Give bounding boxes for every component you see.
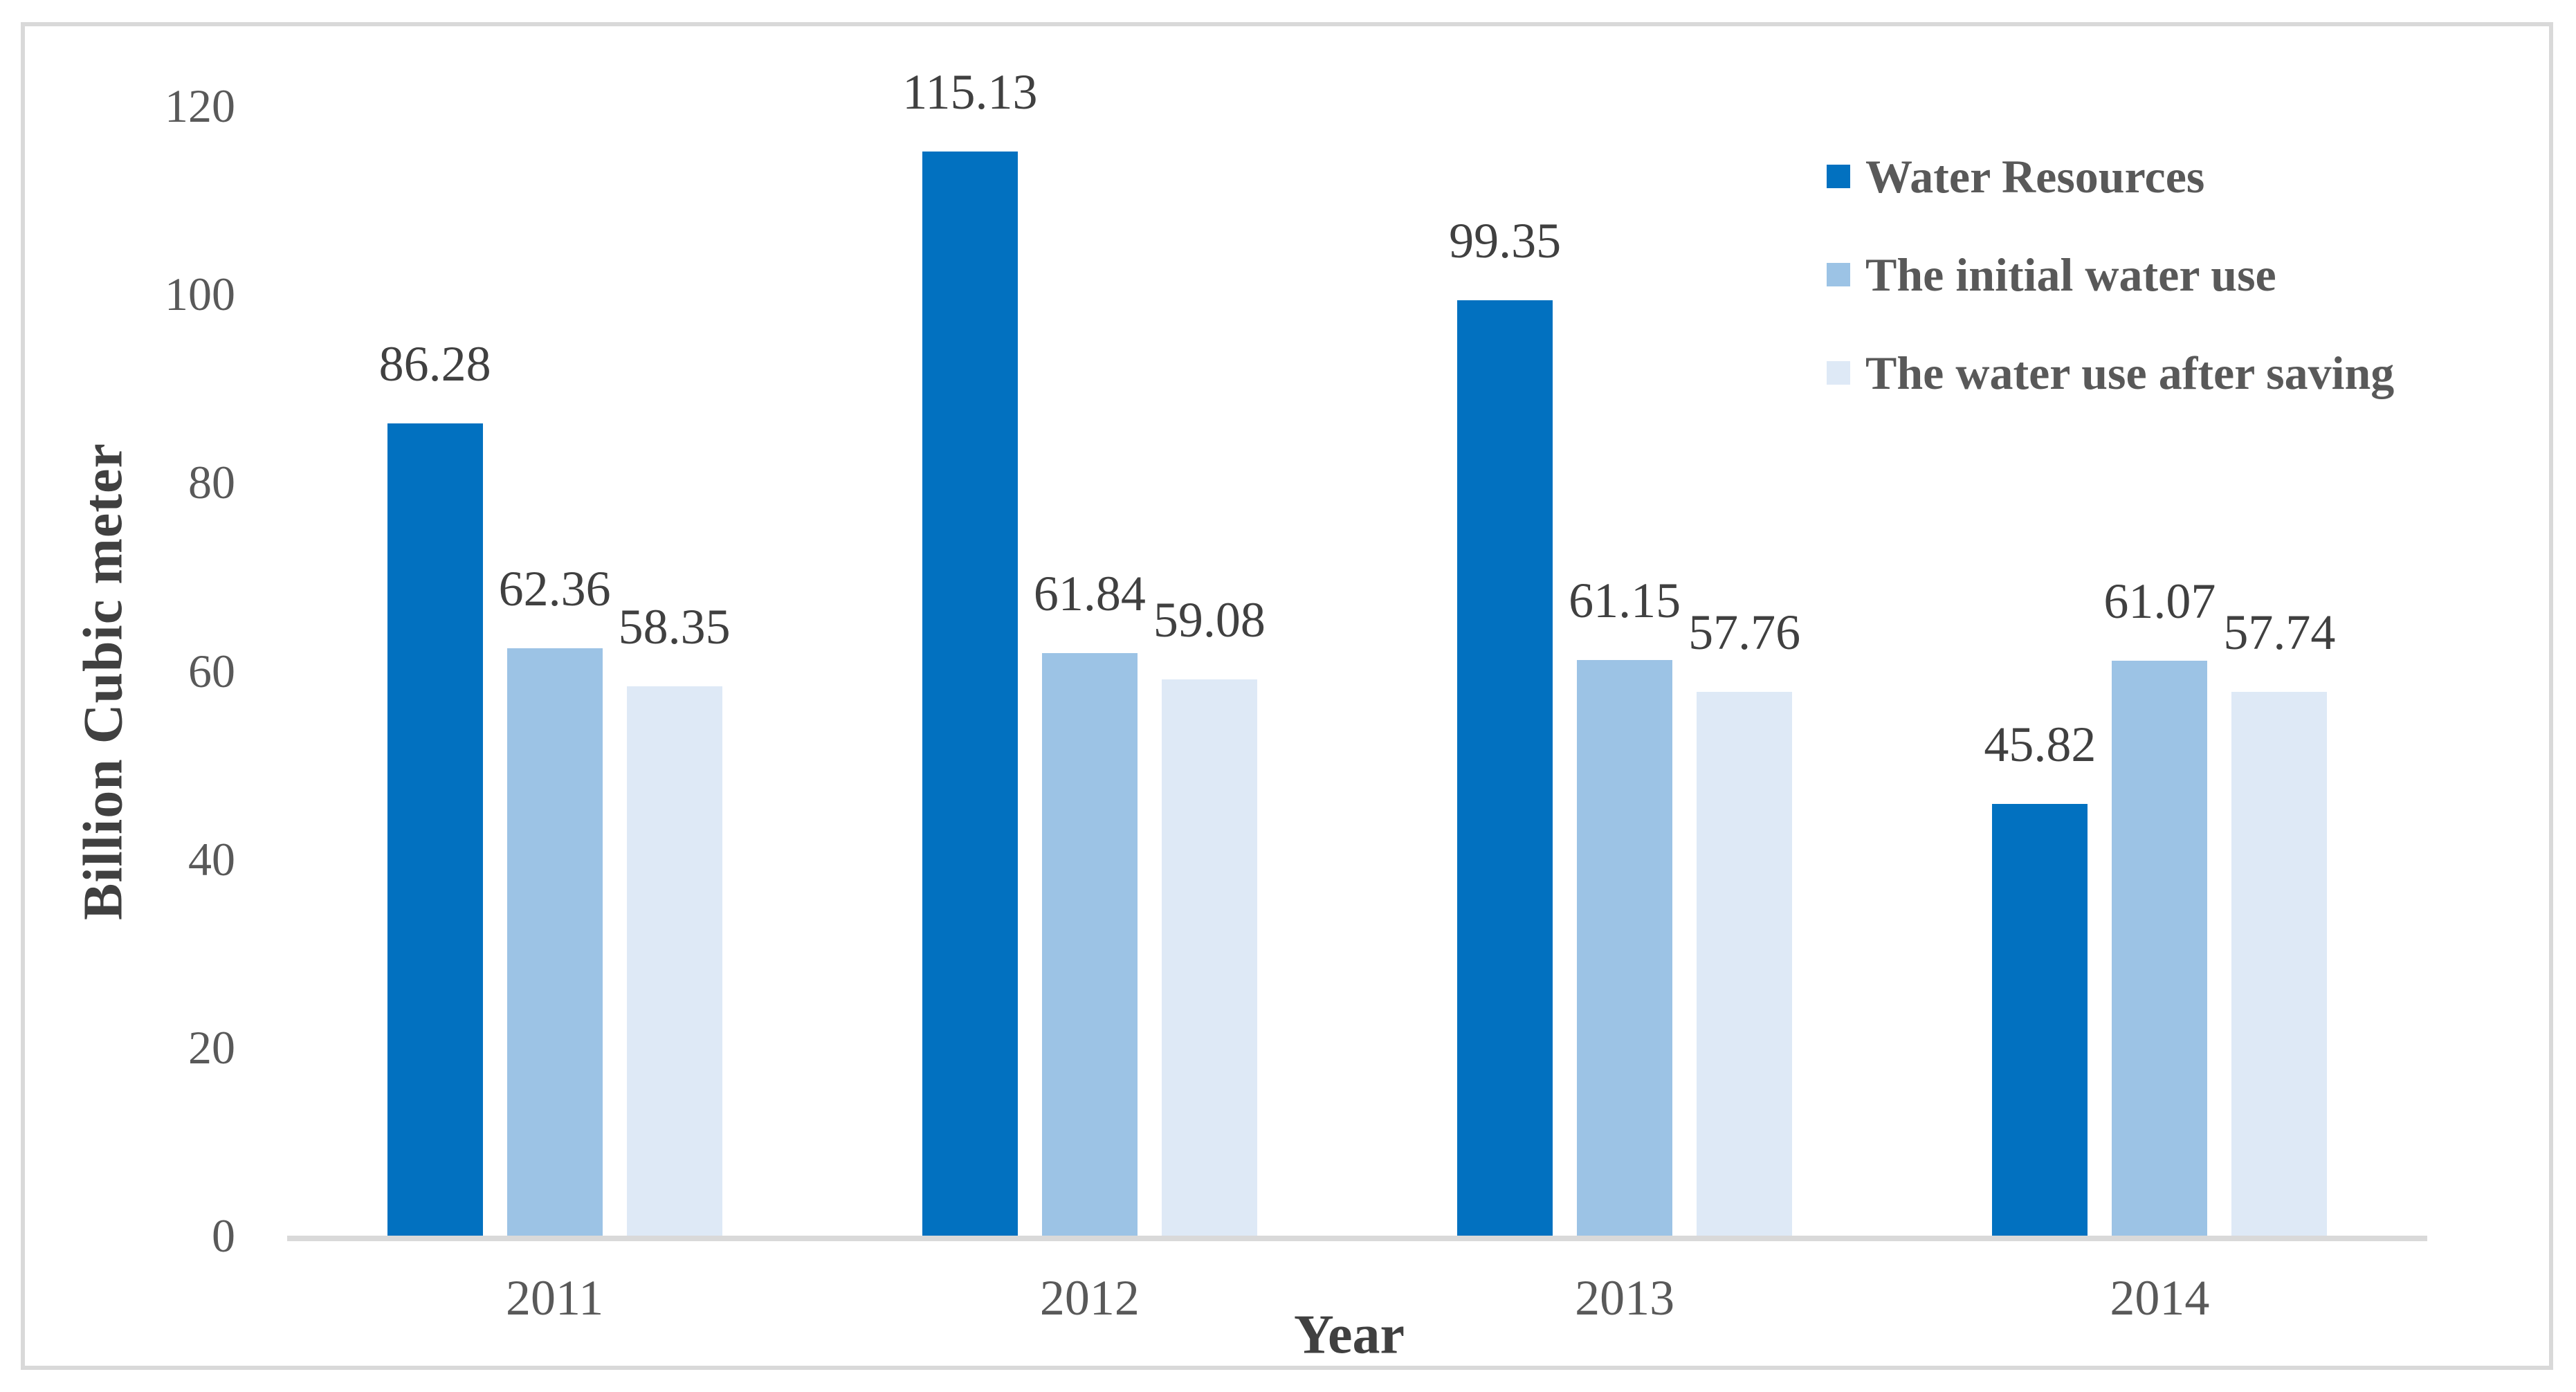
x-category-label: 2013 [1575,1270,1675,1326]
x-axis-line [287,1236,2427,1241]
value-label: 45.82 [1984,717,2097,773]
y-tick-label: 0 [212,1209,235,1262]
y-tick-label: 80 [188,456,235,509]
value-label: 61.07 [2103,573,2216,629]
legend-swatch-icon [1827,263,1850,286]
bar: 57.74 [2223,607,2335,1236]
x-category-label: 2011 [505,1270,604,1326]
bar: 61.07 [2103,576,2216,1236]
bar: 61.84 [1034,569,1146,1236]
y-axis-tick-labels: 0 20 40 60 80 100 120 [0,0,235,1392]
legend-label: Water Resources [1865,149,2205,203]
value-label: 58.35 [618,598,731,654]
value-label: 115.13 [902,64,1038,120]
legend: Water Resources The initial water use The … [1827,127,2394,422]
bar: 115.13 [902,67,1038,1236]
y-tick-label: 120 [165,80,235,132]
legend-label: The water use after saving [1865,346,2395,399]
legend-swatch-icon [1827,361,1850,385]
legend-item: The water use after saving [1827,324,2394,422]
x-category-label: 2012 [1039,1270,1140,1326]
bar: 58.35 [619,602,731,1236]
value-label: 99.35 [1449,213,1562,269]
bar: 62.36 [499,564,611,1236]
bar: 61.15 [1569,576,1681,1236]
y-tick-label: 100 [165,268,235,321]
value-label: 57.74 [2223,605,2336,661]
y-tick-label: 20 [188,1020,235,1074]
bar-group-2014: 45.82 61.07 57.74 [1892,106,2427,1236]
bar-group-2012: 115.13 61.84 59.08 [822,67,1357,1236]
legend-label: The initial water use [1865,248,2276,301]
bar-group-2011: 86.28 62.36 58.35 [287,106,822,1236]
y-tick-label: 60 [188,644,235,697]
legend-swatch-icon [1827,165,1850,188]
x-axis-title: Year [1294,1304,1405,1366]
x-axis-category-labels: 2011 2012 2013 2014 [287,1272,2427,1324]
plot-area: 86.28 62.36 58.35 115.13 61.84 59.08 99.35 61.1… [287,67,2427,1236]
bar: 59.08 [1153,595,1266,1236]
value-label: 61.84 [1033,566,1146,622]
x-category-label: 2014 [2110,1270,2210,1326]
legend-item: The initial water use [1827,226,2394,324]
value-label: 59.08 [1153,592,1266,648]
bar-group-2013: 99.35 61.15 57.76 [1358,106,1892,1236]
bar: 86.28 [379,339,491,1236]
value-label: 62.36 [498,561,611,617]
legend-item: Water Resources [1827,127,2394,226]
y-tick-label: 40 [188,832,235,886]
value-label: 57.76 [1688,604,1801,660]
bar: 57.76 [1688,607,1800,1236]
value-label: 61.15 [1569,572,1681,628]
value-label: 86.28 [378,336,491,392]
bar: 99.35 [1449,216,1561,1236]
bar: 45.82 [1984,720,2096,1236]
